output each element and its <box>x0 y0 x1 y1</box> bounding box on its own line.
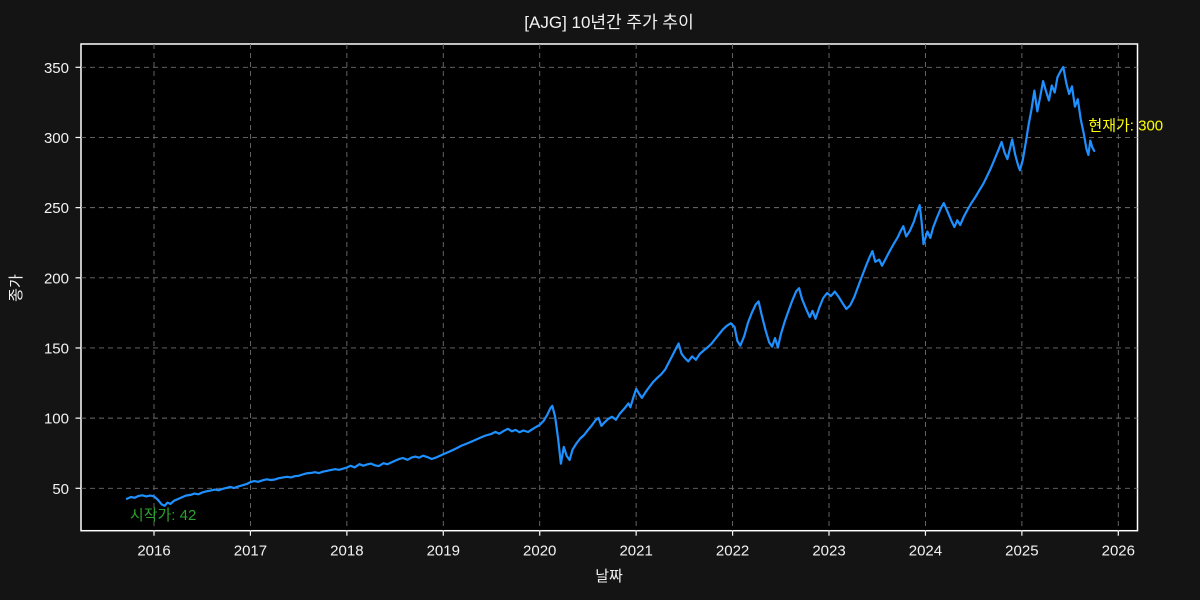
price-line-series <box>125 65 1096 507</box>
y-tick-label: 100 <box>44 411 69 428</box>
y-axis-label: 종가 <box>8 274 25 302</box>
grid-layer <box>81 44 1138 531</box>
series-layer <box>125 65 1096 507</box>
x-tick-label: 2025 <box>1005 543 1038 560</box>
x-tick-label: 2023 <box>812 543 845 560</box>
y-tick-label: 300 <box>44 130 69 147</box>
x-tick-label: 2017 <box>234 543 267 560</box>
x-tick-label: 2019 <box>427 543 460 560</box>
chart-title: [AJG] 10년간 주가 추이 <box>524 13 693 32</box>
x-tick-label: 2016 <box>137 543 170 560</box>
start-price-annotation: 시작가: 42 <box>130 507 196 524</box>
current-price-annotation: 현재가: 300 <box>1088 118 1163 135</box>
tick-layer: 2016 2017 2018 2019 2020 2021 2022 2023 2024 2025… <box>44 60 1135 560</box>
x-tick-label: 2024 <box>909 543 942 560</box>
y-tick-label: 50 <box>52 481 69 498</box>
x-tick-label: 2021 <box>619 543 652 560</box>
y-tick-label: 200 <box>44 270 69 287</box>
x-tick-label: 2020 <box>523 543 556 560</box>
y-tick-label: 150 <box>44 340 69 357</box>
x-tick-label: 2022 <box>716 543 749 560</box>
x-tick-label: 2018 <box>330 543 363 560</box>
x-axis-label: 날짜 <box>595 568 623 585</box>
y-tick-label: 250 <box>44 200 69 217</box>
plot-area <box>80 43 1139 532</box>
x-tick-label: 2026 <box>1102 543 1135 560</box>
y-tick-label: 350 <box>44 60 69 77</box>
